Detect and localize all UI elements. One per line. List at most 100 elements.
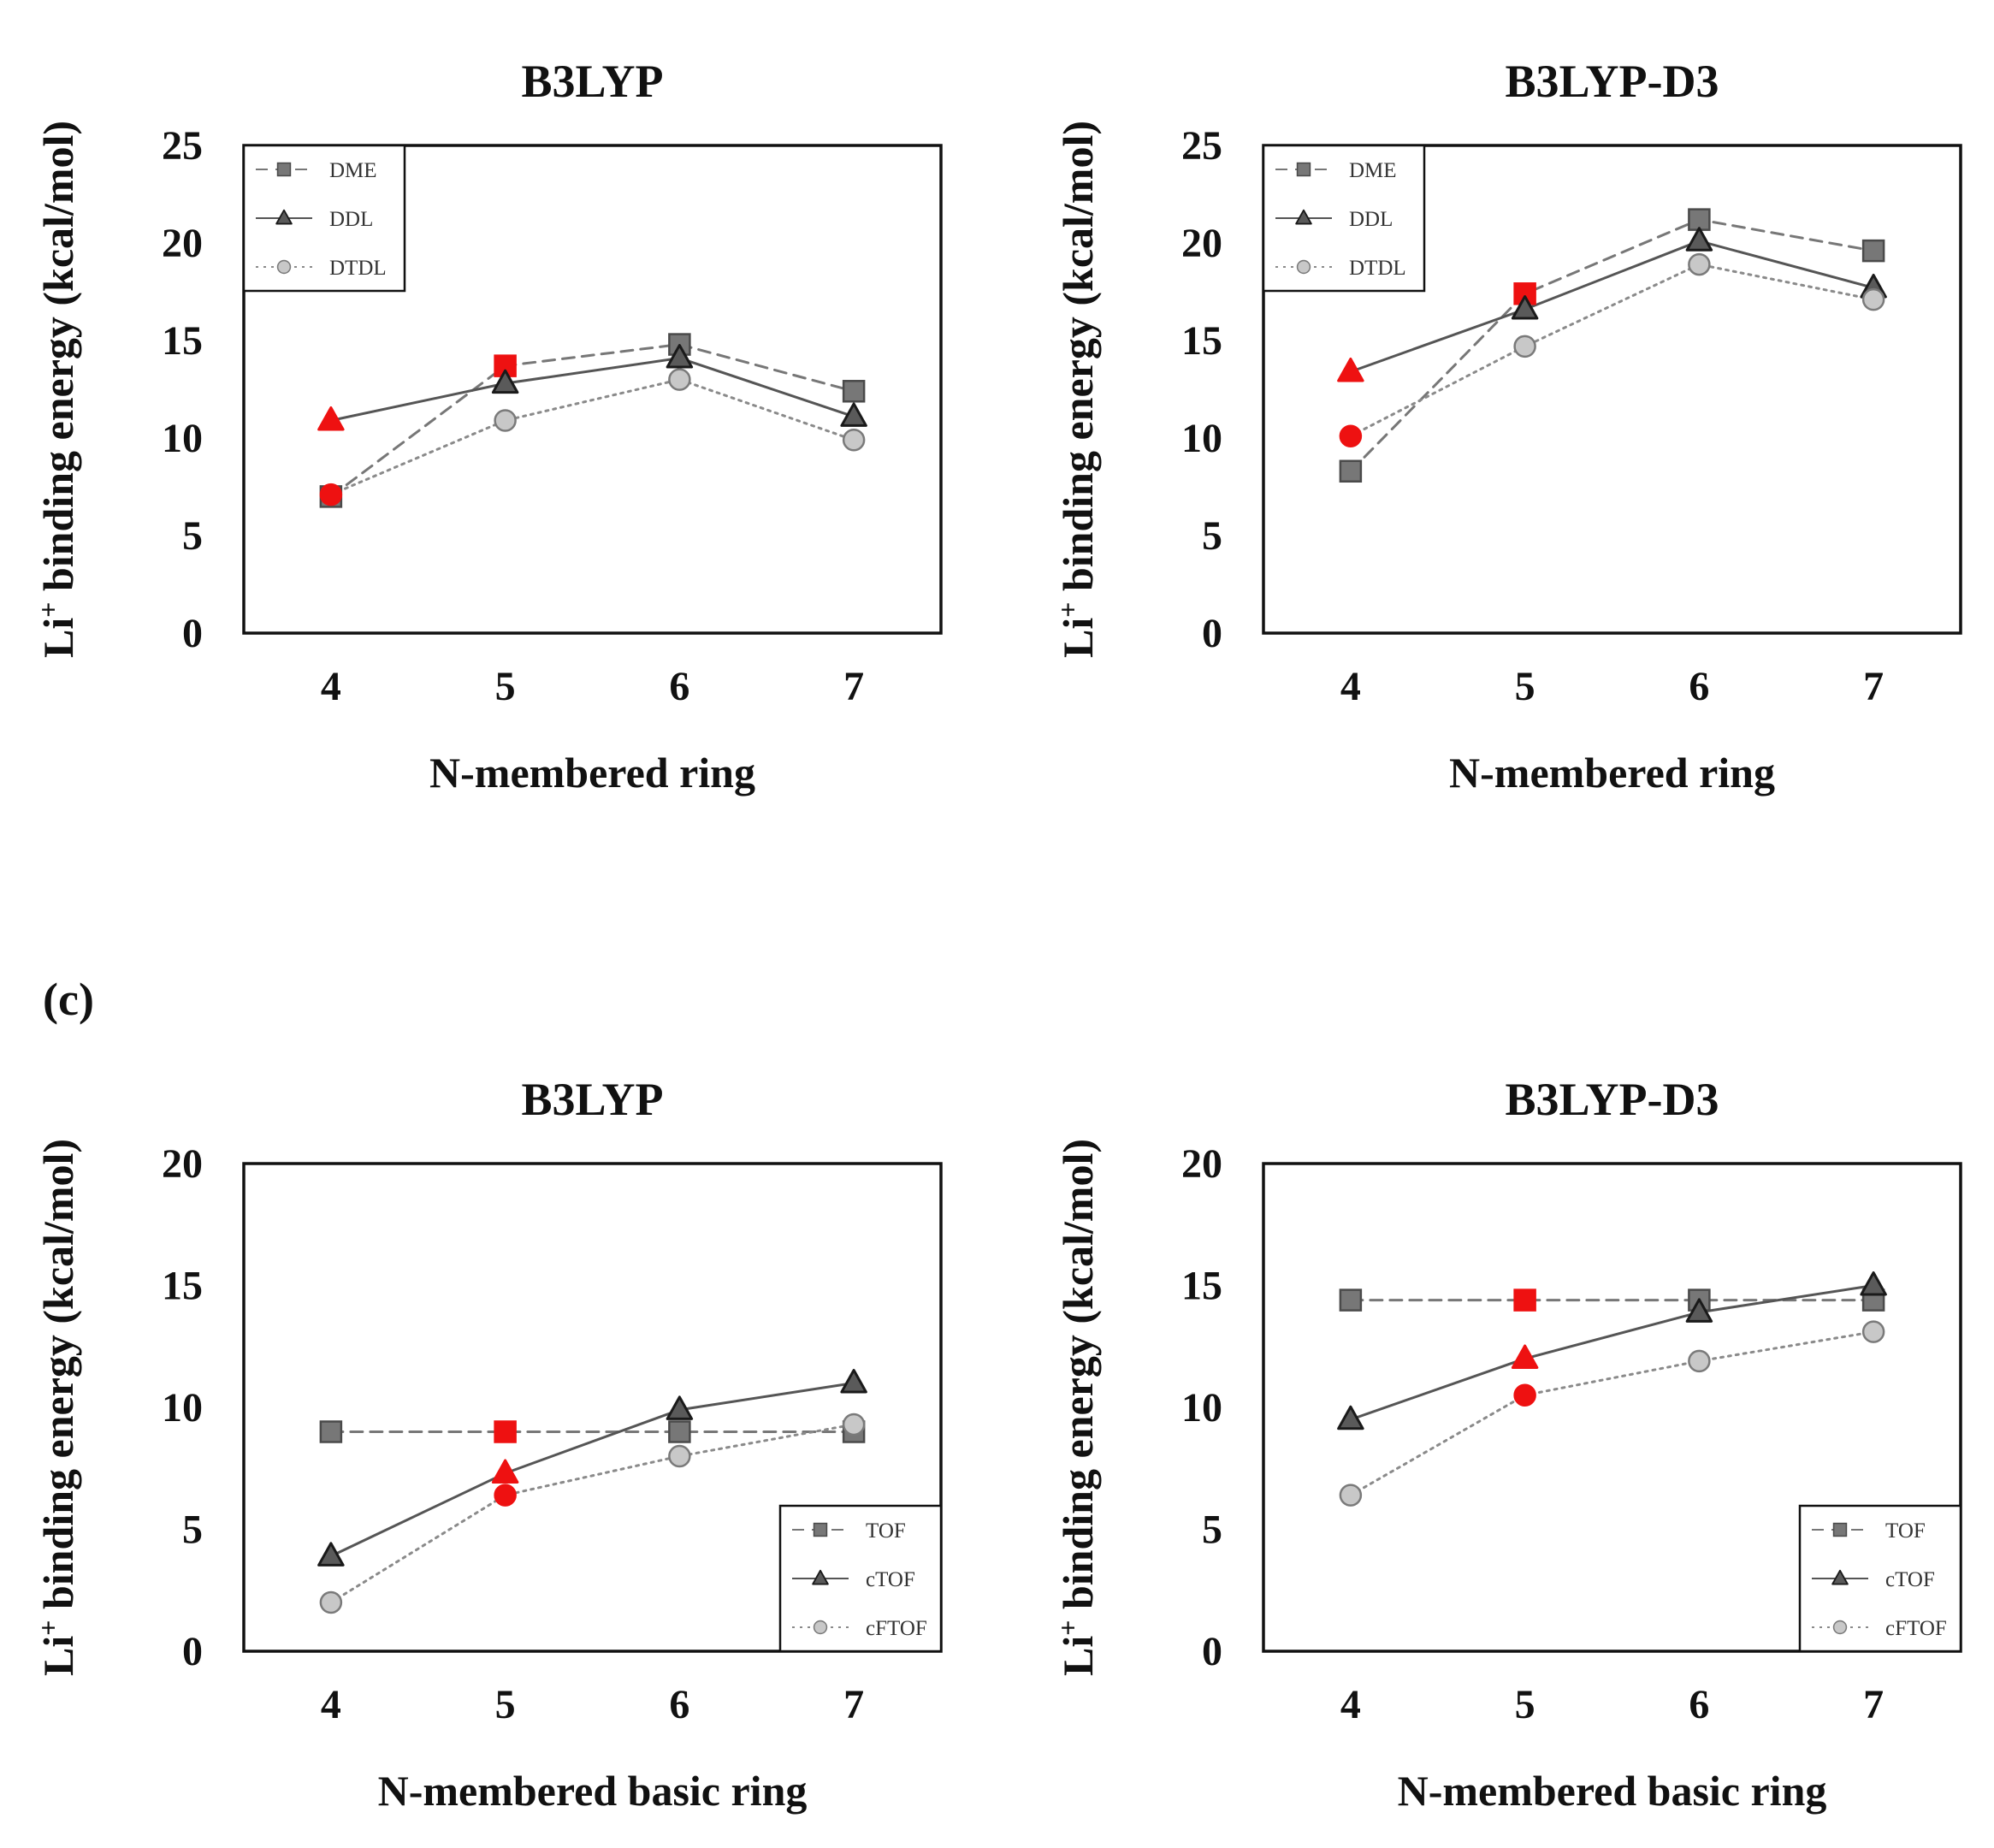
x-tick-label: 7 [1863, 1682, 1884, 1727]
legend-label: DDL [329, 208, 373, 231]
plot-frame [242, 144, 943, 635]
series-line-ddl [1349, 240, 1875, 373]
data-point-ddl [1685, 227, 1713, 252]
series-line-ctof [1349, 1284, 1875, 1421]
data-point-cftof [1339, 1484, 1363, 1507]
y-axis-label-rest: binding energy (kcal/mol) [34, 121, 82, 602]
x-tick-label: 4 [1340, 1682, 1361, 1727]
x-axis-label: N-membered basic ring [1398, 1767, 1827, 1815]
x-tick-label: 4 [1340, 664, 1361, 709]
y-tick-label: 25 [1181, 123, 1222, 169]
y-tick-label: 20 [162, 221, 203, 266]
y-tick-label: 10 [162, 1385, 203, 1430]
legend-marker-ctof [1831, 1569, 1849, 1585]
chart-3: B3LYP 0 5 10 15 20 4 5 6 7 N-membered basic ring Li… [33, 1074, 943, 1815]
y-axis-label-main: Li [34, 618, 82, 658]
data-point-ctof [666, 1395, 694, 1420]
data-point-tof [319, 1420, 343, 1443]
legend-marker-tof [813, 1522, 828, 1537]
legend-label: cTOF [866, 1568, 915, 1591]
data-point-cftof [319, 1590, 343, 1614]
x-tick-label: 7 [843, 1682, 864, 1727]
y-tick-label: 5 [182, 1507, 203, 1553]
series-line-ctof [329, 1382, 855, 1558]
legend-label: TOF [866, 1519, 906, 1543]
legend: DME DDL DTDL [1262, 144, 1426, 293]
y-axis-label-sup: + [1052, 602, 1083, 618]
x-tick-label: 5 [495, 1682, 516, 1727]
plot-frame [1262, 144, 1962, 635]
legend-marker-tof [1832, 1522, 1848, 1537]
series-line-ddl [329, 356, 855, 422]
y-axis-label-rest: binding energy (kcal/mol) [1054, 121, 1102, 602]
legend-marker-ddl [1295, 209, 1312, 225]
series-line-cftof [329, 1423, 855, 1604]
y-tick-label: 25 [162, 123, 203, 169]
x-axis-label: N-membered ring [429, 749, 755, 797]
legend-label: cTOF [1885, 1568, 1935, 1591]
y-tick-label: 5 [182, 513, 203, 559]
x-tick-label: 7 [1863, 664, 1884, 709]
data-point-dtdl [1513, 335, 1536, 358]
x-tick-label: 6 [1689, 664, 1709, 709]
chart-title: B3LYP-D3 [1505, 56, 1719, 107]
y-tick-label: 20 [1181, 221, 1222, 266]
x-tick-label: 6 [669, 664, 689, 709]
y-axis-label: Li+ binding energy (kcal/mol) [1052, 121, 1102, 658]
legend-marker-dtdl [276, 259, 292, 275]
data-point-dme [842, 380, 866, 403]
data-point-cftof [1513, 1383, 1536, 1407]
data-point-dme [1688, 208, 1711, 231]
y-tick-label: 10 [1181, 416, 1222, 461]
y-axis-label-main: Li [1054, 1636, 1102, 1676]
x-tick-label: 4 [321, 664, 341, 709]
legend-marker-cftof [1832, 1620, 1848, 1635]
y-axis-label: Li+ binding energy (kcal/mol) [33, 1139, 82, 1676]
data-point-tof [668, 1420, 691, 1443]
x-tick-label: 6 [669, 1682, 689, 1727]
legend-label: DTDL [1349, 257, 1406, 280]
y-tick-label: 20 [162, 1141, 203, 1187]
data-point-ddl [317, 406, 345, 431]
data-point-ddl [1337, 357, 1364, 382]
data-point-dtdl [319, 483, 343, 506]
chart-4: B3LYP-D3 0 5 10 15 20 4 5 6 7 N-membered basic rin… [1052, 1074, 1962, 1815]
data-point-cftof [494, 1484, 517, 1507]
x-tick-label: 6 [1689, 1682, 1709, 1727]
plot-frame [1262, 1162, 1962, 1653]
data-point-ddl [491, 369, 519, 394]
y-axis-label-main: Li [34, 1636, 82, 1676]
data-point-ddl [840, 402, 867, 427]
x-tick-label: 7 [843, 664, 864, 709]
y-tick-label: 15 [162, 1264, 203, 1309]
data-point-cftof [1688, 1349, 1711, 1373]
x-tick-label: 5 [1515, 1682, 1535, 1727]
data-point-dtdl [1861, 287, 1885, 311]
legend-marker-dme [1296, 162, 1311, 177]
x-axis-label: N-membered basic ring [378, 1767, 808, 1815]
y-tick-label: 0 [1202, 1629, 1222, 1674]
legend-label: cFTOF [866, 1617, 927, 1640]
legend-label: DME [1349, 159, 1397, 182]
data-point-dtdl [668, 368, 691, 391]
series-line-dtdl [329, 378, 855, 496]
legend-label: TOF [1885, 1519, 1926, 1543]
y-axis-label: Li+ binding energy (kcal/mol) [33, 121, 82, 658]
data-point-tof [1339, 1288, 1363, 1312]
y-axis-label-sup: + [33, 602, 63, 618]
data-point-ddl [666, 344, 694, 369]
plot-frame [242, 1162, 943, 1653]
data-point-tof [494, 1420, 517, 1443]
y-tick-label: 15 [162, 318, 203, 364]
legend-label: DDL [1349, 208, 1393, 231]
series-line-dtdl [1349, 263, 1875, 438]
legend-label: DME [329, 159, 377, 182]
data-point-ctof [1860, 1271, 1887, 1296]
chart-title: B3LYP-D3 [1505, 1074, 1719, 1125]
chart-title: B3LYP [521, 1074, 663, 1125]
data-point-ctof [317, 1542, 345, 1567]
legend-marker-ddl [275, 209, 293, 225]
x-tick-label: 4 [321, 1682, 341, 1727]
data-point-cftof [1861, 1320, 1885, 1343]
